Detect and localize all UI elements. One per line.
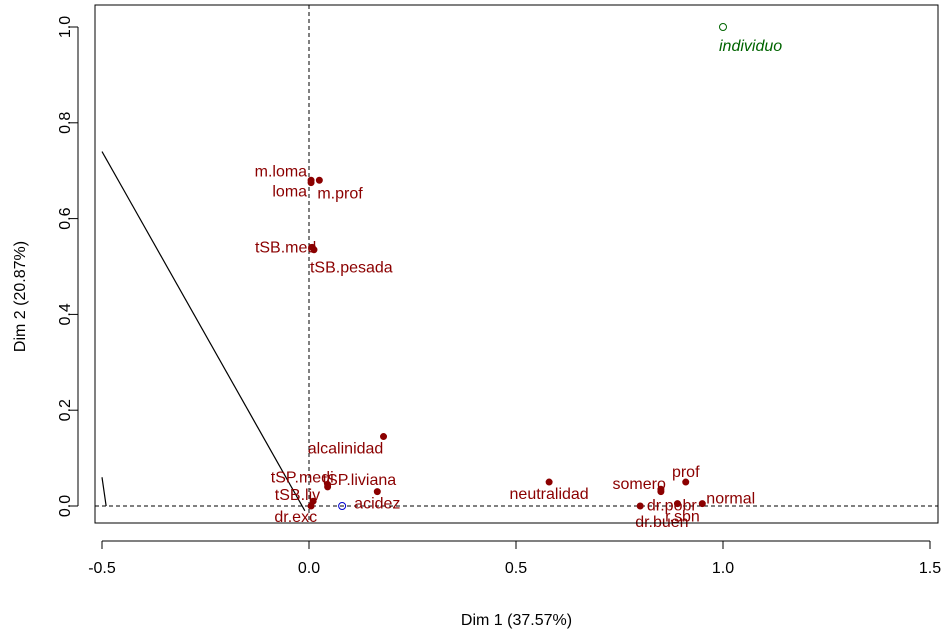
data-point-loma	[307, 179, 315, 187]
point-label-individuo: individuo	[719, 38, 782, 55]
point-label-loma: loma	[272, 184, 307, 201]
point-label-tSP.liviana: tSP.liviana	[323, 472, 397, 489]
line-segment	[101, 151, 306, 512]
data-point-dr.pobr	[657, 488, 665, 496]
x-tick-label: 1.0	[712, 560, 734, 577]
point-label-m.loma: m.loma	[255, 163, 308, 180]
point-label-normal: normal	[706, 491, 755, 508]
point-label-prof: prof	[672, 464, 700, 481]
data-point-normal	[698, 500, 706, 508]
chart-axes: -0.5 0.0 0.5 1.0 1.5 0.0 0.2 0.4 0.6 0.8 1.0	[57, 4, 941, 577]
data-point-neutralidad	[545, 478, 553, 486]
y-tick-label: 0.8	[57, 112, 74, 134]
data-point-dr.buen	[636, 502, 644, 510]
x-tick-label: -0.5	[88, 560, 116, 577]
point-label-tSB.med: tSB.med	[255, 239, 316, 256]
point-label-somero: somero	[613, 476, 666, 493]
y-tick-label: 0.4	[57, 303, 74, 325]
point-label-dr.pobr: dr.pobr	[647, 498, 697, 515]
data-point-r.sbn	[673, 500, 681, 508]
point-label-dr.exc: dr.exc	[274, 509, 317, 526]
data-point-alcalinidad	[380, 433, 388, 441]
data-point-acidez	[373, 488, 381, 496]
x-tick-label: 0.5	[505, 560, 527, 577]
point-label-tSB.liv: tSB.liv	[275, 487, 320, 504]
point-label-neutralidad: neutralidad	[510, 486, 589, 503]
point-label-r.sbn: r.sbn	[665, 509, 700, 526]
point-label-alcalinidad: alcalinidad	[308, 441, 384, 458]
point-label-tSP.medi: tSP.medi	[271, 469, 334, 486]
plot-border	[94, 4, 939, 524]
data-point-dr.exc	[307, 502, 315, 510]
chart-lines	[95, 5, 938, 523]
x-tick-label: 0.0	[298, 560, 320, 577]
data-point-individuo	[719, 23, 727, 31]
x-tick-label: 1.5	[919, 560, 941, 577]
y-tick-label: 0.0	[57, 495, 74, 517]
x-axis-label: Dim 1 (37.57%)	[461, 612, 572, 629]
y-axis-label: Dim 2 (20.87%)	[12, 241, 29, 352]
y-tick-label: 0.6	[57, 207, 74, 229]
data-point-tSB.pesada	[310, 246, 318, 254]
chart-points	[307, 23, 727, 510]
point-label-acidez: acidez	[354, 496, 400, 513]
data-point-prof	[682, 478, 690, 486]
data-point-supplementary	[338, 502, 347, 510]
chart-point-labels: m.loma loma m.prof tSB.med tSB.pesada alcalin…	[255, 38, 783, 531]
data-point-tSP.liviana	[324, 483, 332, 491]
point-label-m.prof: m.prof	[317, 185, 363, 202]
line-segment	[101, 477, 107, 507]
y-tick-label: 0.2	[57, 399, 74, 421]
y-tick-label: 1.0	[57, 16, 74, 38]
data-point-m.prof	[315, 176, 323, 184]
point-label-tSB.pesada: tSB.pesada	[310, 260, 393, 277]
